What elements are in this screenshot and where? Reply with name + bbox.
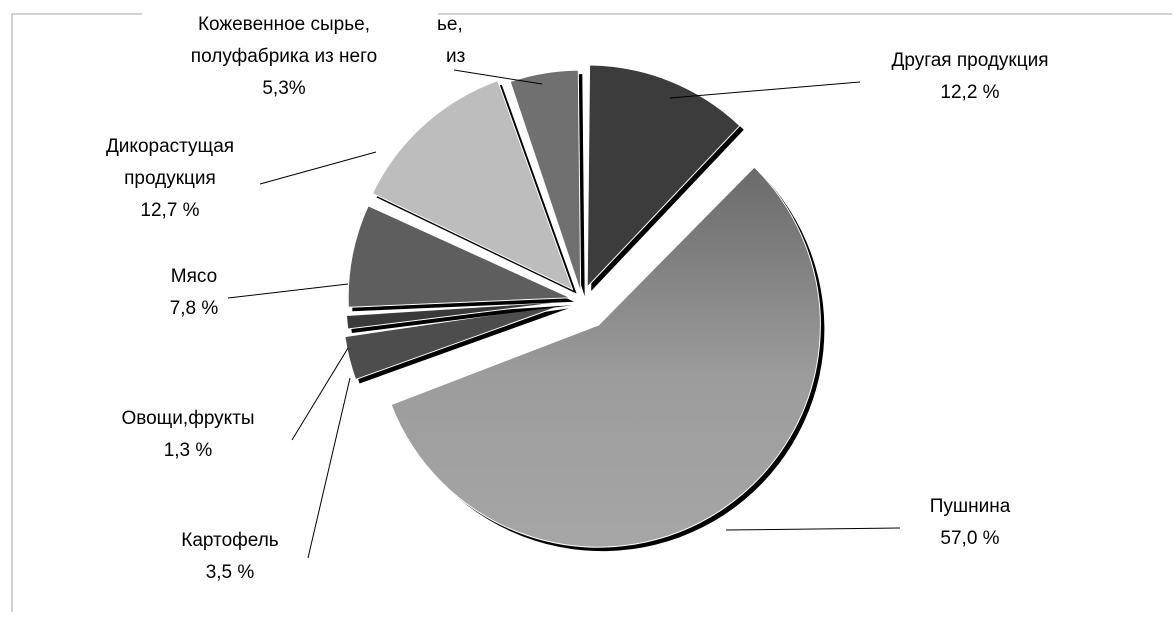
data-label-category: Пушнина	[930, 496, 1011, 517]
pie-slice	[371, 79, 574, 291]
pie-slice	[509, 69, 582, 293]
data-label: Овощи,фрукты 1,3 %	[121, 408, 254, 461]
data-label-value: 12,2 %	[940, 82, 999, 103]
data-label-value: 7,8 %	[170, 298, 219, 319]
chart-area-border	[11, 13, 142, 612]
pie-slice-shadow	[348, 308, 569, 384]
data-label: Картофель 3,5 %	[181, 530, 278, 583]
data-label: Пушнина 57,0 %	[930, 496, 1011, 549]
pie-slice	[344, 303, 565, 381]
data-label-category: Картофель	[181, 530, 278, 551]
label-fragment: из	[446, 46, 465, 67]
data-label-category: полуфабрика из него	[191, 46, 377, 67]
slices-layer	[344, 64, 825, 552]
labels-layer: Другая продукция 12,2 % Пушнина 57,0 % Карто…	[106, 14, 1049, 583]
pie-slice	[345, 300, 569, 330]
data-label: Кожевенное сырье, полуфабрика из него 5,3%	[191, 14, 377, 99]
pie-slice	[347, 205, 571, 308]
data-label-value: 3,5 %	[206, 562, 255, 583]
data-label-category: Овощи,фрукты	[121, 408, 254, 429]
data-label-category: Мясо	[171, 266, 217, 287]
leader-line	[725, 527, 901, 531]
pie-slice-shadow	[350, 305, 573, 333]
data-label-category: Дикорастущая	[106, 136, 234, 157]
data-label-value: 57,0 %	[940, 528, 999, 549]
pie-slice	[586, 64, 741, 289]
leader-line	[453, 69, 543, 85]
label-fragment: ье,	[437, 14, 463, 35]
data-label: Мясо 7,8 %	[170, 266, 219, 319]
pie-slice	[390, 166, 821, 548]
leader-line	[227, 283, 349, 299]
data-label-value: 1,3 %	[164, 440, 213, 461]
data-label-category: Кожевенное сырье,	[198, 14, 370, 35]
leader-line	[669, 81, 861, 99]
data-label-value: 12,7 %	[140, 200, 199, 221]
leader-line	[259, 151, 377, 185]
data-label: Другая продукция 12,2 %	[891, 50, 1048, 103]
data-label: Дикорастущая продукция 12,7 %	[106, 136, 234, 221]
leader-line	[291, 347, 349, 441]
data-label-category: Другая продукция	[891, 50, 1048, 71]
leader-lines-layer	[227, 69, 901, 559]
data-label-category: продукция	[124, 168, 216, 189]
leader-line	[307, 377, 351, 559]
data-label-value: 5,3%	[262, 78, 305, 99]
